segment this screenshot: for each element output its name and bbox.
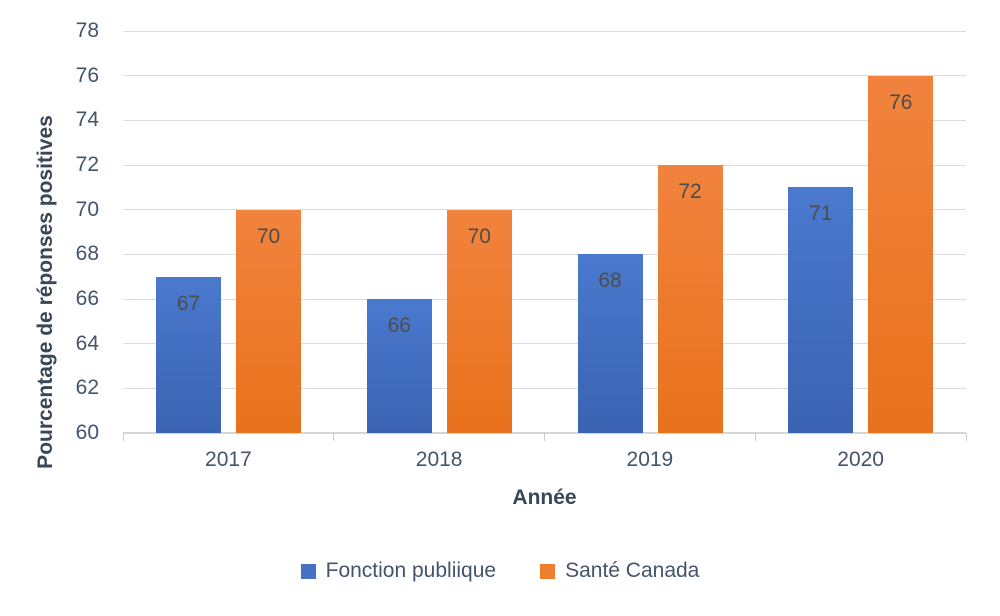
x-tick-mark bbox=[965, 433, 967, 441]
y-tick-label: 62 bbox=[75, 376, 99, 400]
legend-label: Fonction publiique bbox=[325, 559, 497, 582]
legend-label: Santé Canada bbox=[565, 559, 700, 582]
bar-value-label: 76 bbox=[889, 90, 913, 114]
gridline bbox=[123, 298, 966, 300]
x-tick-mark bbox=[122, 433, 124, 441]
x-axis-title: Année bbox=[512, 486, 577, 509]
bar-fonction-publiique-2019 bbox=[577, 254, 643, 433]
x-category-label: 2017 bbox=[205, 448, 252, 471]
bar-fonction-publiique-2020 bbox=[788, 187, 854, 433]
gridline bbox=[123, 75, 966, 77]
gridline bbox=[123, 343, 966, 345]
y-tick-label: 64 bbox=[75, 331, 99, 355]
gridline bbox=[123, 30, 966, 32]
bar-value-label: 67 bbox=[176, 291, 201, 315]
bar-value-label: 68 bbox=[598, 269, 622, 293]
y-tick-label: 70 bbox=[75, 197, 99, 221]
gridline bbox=[123, 209, 966, 211]
y-tick-label: 66 bbox=[75, 287, 99, 310]
x-tick-mark bbox=[544, 433, 545, 441]
gridline bbox=[123, 253, 966, 255]
y-tick-label: 60 bbox=[75, 421, 99, 444]
x-category-label: 2019 bbox=[626, 448, 674, 471]
bar-santé-canada-2019 bbox=[657, 165, 723, 433]
legend-swatch-icon bbox=[300, 563, 316, 579]
gridline bbox=[123, 164, 966, 166]
bar-value-label: 70 bbox=[256, 224, 281, 248]
y-tick-label: 68 bbox=[75, 242, 99, 266]
bar-fonction-publiique-2017 bbox=[156, 276, 221, 433]
bar-value-label: 71 bbox=[809, 202, 833, 226]
x-category-label: 2018 bbox=[415, 448, 463, 471]
legend-item-santé-canada: Santé Canada bbox=[540, 560, 699, 582]
bar-santé-canada-2018 bbox=[446, 209, 512, 433]
y-tick-label: 74 bbox=[75, 108, 99, 132]
x-category-label: 2020 bbox=[837, 448, 884, 471]
y-tick-label: 72 bbox=[75, 153, 99, 176]
y-tick-label: 78 bbox=[75, 19, 99, 42]
bar-value-label: 70 bbox=[467, 224, 491, 248]
legend-swatch-icon bbox=[540, 563, 556, 579]
gridline bbox=[123, 119, 966, 121]
y-tick-label: 76 bbox=[75, 63, 99, 87]
bar-santé-canada-2017 bbox=[236, 209, 301, 433]
bar-fonction-publiique-2018 bbox=[366, 299, 432, 433]
bar-value-label: 72 bbox=[678, 180, 702, 203]
bar-value-label: 66 bbox=[387, 314, 411, 337]
x-tick-mark bbox=[333, 433, 335, 441]
gridline bbox=[123, 387, 966, 389]
x-tick-mark bbox=[754, 433, 756, 441]
legend-item-fonction-publiique: Fonction publiique bbox=[300, 559, 497, 582]
bar-santé-canada-2020 bbox=[868, 75, 934, 433]
legend: Fonction publiique Santé Canada bbox=[0, 560, 1000, 582]
